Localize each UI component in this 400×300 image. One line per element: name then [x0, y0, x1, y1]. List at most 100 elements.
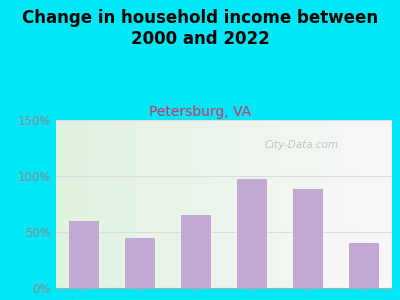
Bar — [328, 120, 329, 288]
Bar — [368, 120, 370, 288]
Bar — [173, 120, 174, 288]
Bar — [246, 120, 248, 288]
Bar — [89, 120, 90, 288]
Bar — [309, 120, 311, 288]
Bar — [321, 120, 322, 288]
Bar — [98, 120, 99, 288]
Bar — [85, 120, 86, 288]
Bar — [295, 120, 296, 288]
Bar — [337, 120, 338, 288]
Bar — [69, 221, 100, 288]
Bar — [237, 179, 268, 288]
Bar — [304, 120, 305, 288]
Bar — [307, 120, 308, 288]
Bar — [299, 120, 300, 288]
Bar — [160, 120, 161, 288]
Text: Petersburg, VA: Petersburg, VA — [149, 105, 251, 119]
Bar — [124, 120, 126, 288]
Bar — [375, 120, 376, 288]
Bar — [114, 120, 115, 288]
Bar — [241, 120, 242, 288]
Bar — [236, 120, 237, 288]
Bar — [145, 120, 146, 288]
Bar — [351, 120, 353, 288]
Bar — [162, 120, 164, 288]
Bar — [212, 120, 214, 288]
Bar — [56, 120, 57, 288]
Bar — [346, 120, 347, 288]
Bar — [168, 120, 169, 288]
Bar — [97, 120, 98, 288]
Bar — [292, 120, 294, 288]
Bar — [88, 120, 89, 288]
Bar — [202, 120, 203, 288]
Bar — [196, 120, 198, 288]
Bar — [94, 120, 95, 288]
Bar — [118, 120, 119, 288]
Bar — [132, 120, 134, 288]
Bar — [366, 120, 367, 288]
Bar — [177, 120, 178, 288]
Bar — [170, 120, 172, 288]
Bar — [254, 120, 256, 288]
Bar — [300, 120, 302, 288]
Bar — [308, 120, 309, 288]
Bar — [77, 120, 78, 288]
Bar — [102, 120, 103, 288]
Bar — [101, 120, 102, 288]
Bar — [141, 120, 143, 288]
Bar — [64, 120, 65, 288]
Bar — [178, 120, 179, 288]
Bar — [81, 120, 82, 288]
Bar — [272, 120, 274, 288]
Bar — [181, 120, 182, 288]
Bar — [60, 120, 61, 288]
Bar — [227, 120, 228, 288]
Bar — [183, 120, 185, 288]
Bar — [316, 120, 317, 288]
Bar — [131, 120, 132, 288]
Bar — [338, 120, 340, 288]
Bar — [291, 120, 292, 288]
Bar — [303, 120, 304, 288]
Bar — [364, 120, 366, 288]
Bar — [137, 120, 139, 288]
Bar — [220, 120, 221, 288]
Bar — [195, 120, 196, 288]
Bar — [344, 120, 345, 288]
Bar — [161, 120, 162, 288]
Bar — [62, 120, 64, 288]
Bar — [238, 120, 240, 288]
Bar — [158, 120, 160, 288]
Bar — [380, 120, 382, 288]
Bar — [224, 120, 225, 288]
Bar — [130, 120, 131, 288]
Bar — [188, 120, 190, 288]
Bar — [148, 120, 149, 288]
Bar — [215, 120, 216, 288]
Bar — [150, 120, 152, 288]
Bar — [115, 120, 116, 288]
Bar — [207, 120, 208, 288]
Bar — [86, 120, 88, 288]
Bar — [211, 120, 212, 288]
Bar — [244, 120, 245, 288]
Bar — [214, 120, 215, 288]
Bar — [206, 120, 207, 288]
Bar — [221, 120, 223, 288]
Bar — [65, 120, 66, 288]
Bar — [250, 120, 252, 288]
Bar — [253, 120, 254, 288]
Bar — [265, 120, 266, 288]
Bar — [262, 120, 263, 288]
Bar — [139, 120, 140, 288]
Bar — [78, 120, 80, 288]
Bar — [274, 120, 275, 288]
Bar — [329, 120, 330, 288]
Bar — [384, 120, 386, 288]
Bar — [278, 120, 279, 288]
Bar — [90, 120, 92, 288]
Bar — [210, 120, 211, 288]
Bar — [70, 120, 72, 288]
Bar — [174, 120, 176, 288]
